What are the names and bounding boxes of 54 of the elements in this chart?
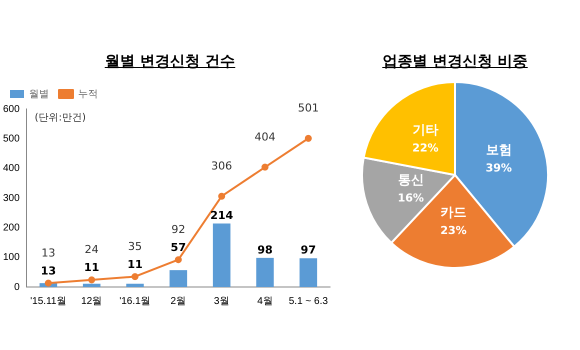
point (44, 280, 52, 287)
point (88, 276, 96, 284)
bar (300, 258, 318, 287)
data-label: 13 (40, 264, 56, 278)
point (262, 164, 269, 171)
slice-label: 기타 (412, 123, 438, 138)
slice-label: 통신 (398, 173, 424, 188)
data-label: 501 (298, 102, 319, 115)
x-tick-label: '15.11월 (30, 296, 66, 307)
bar (212, 224, 230, 287)
x-tick-label: 12월 (81, 296, 102, 307)
point (218, 192, 226, 200)
x-tick-label: 3월 (214, 296, 230, 307)
legend-label: 누적 (78, 88, 98, 100)
data-label: 11 (127, 258, 143, 271)
x-tick-label: '16.1월 (119, 296, 151, 307)
data-label: 16% (398, 192, 424, 205)
annotation: (단위:만건) (34, 112, 86, 124)
data-label: 98 (257, 243, 273, 256)
point (132, 273, 139, 280)
data-label: 214 (210, 208, 234, 222)
bar (170, 270, 188, 287)
data-label: 39% (486, 162, 512, 175)
y-tick-label: 500 (2, 133, 20, 144)
data-label: 97 (300, 244, 316, 257)
y-tick-label: 0 (14, 282, 20, 293)
data-label: 11 (84, 261, 100, 274)
slice-label: 카드 (440, 205, 467, 220)
bar (82, 284, 100, 287)
slice-label: 보험 (486, 143, 512, 158)
y-tick-label: 100 (2, 252, 20, 264)
x-tick-label: 5.1 ~ 6.3 (288, 296, 328, 307)
bar (256, 258, 274, 287)
data-label: 23% (440, 224, 467, 237)
data-label: 35 (128, 240, 142, 253)
x-tick-label: 2월 (170, 296, 186, 307)
data-label: 57 (170, 241, 186, 254)
y-tick-label: 600 (2, 104, 20, 115)
data-label: 13 (41, 246, 56, 260)
data-label: 22% (412, 142, 439, 155)
data-label: 404 (254, 130, 276, 144)
y-tick-label: 400 (2, 163, 20, 174)
point (304, 134, 312, 142)
data-label: 306 (211, 160, 232, 173)
y-tick-label: 200 (2, 222, 20, 234)
legend-label: 월별 (29, 88, 49, 100)
x-tick-label: 4월 (257, 296, 273, 307)
bar (126, 284, 144, 287)
chart-title: 업종별 변경신청 비중 (382, 52, 528, 71)
data-label: 92 (171, 223, 186, 236)
y-tick-label: 300 (2, 192, 20, 204)
chart-title: 월별 변경신청 건수 (104, 52, 236, 71)
data-label: 24 (84, 243, 99, 256)
point (174, 256, 182, 264)
